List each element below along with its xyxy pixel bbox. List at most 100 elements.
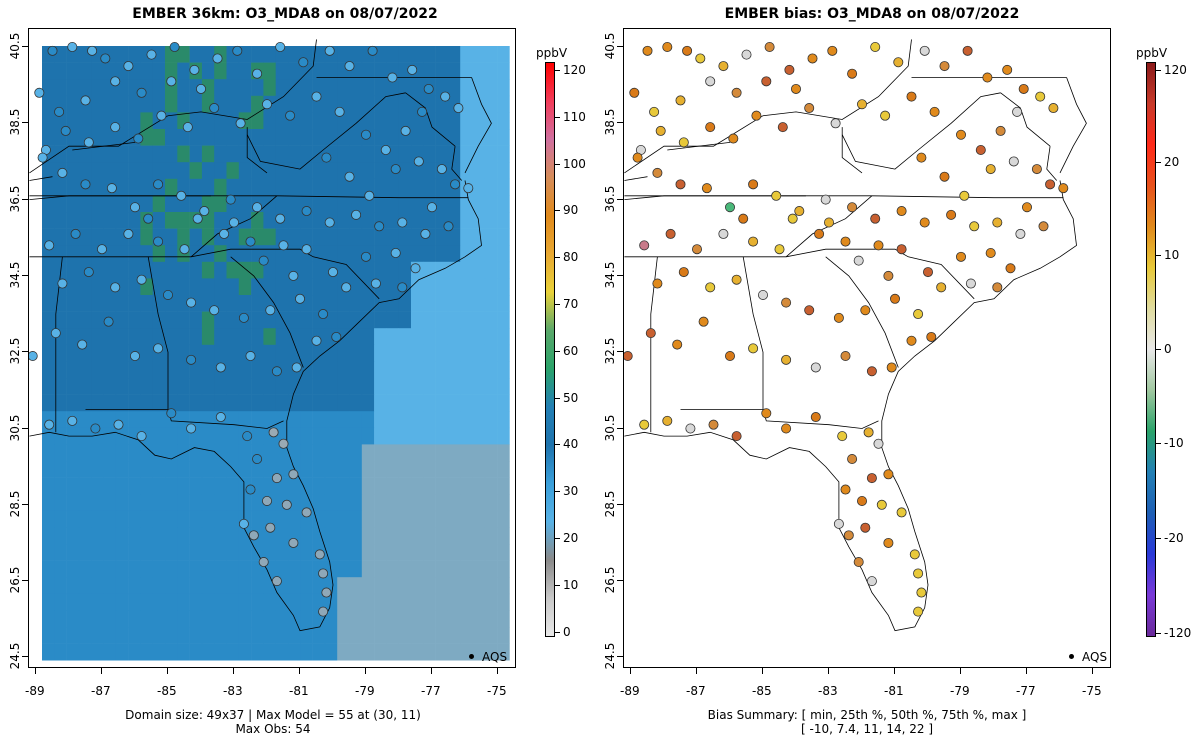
model-grid-cell (349, 560, 363, 578)
model-grid-cell (324, 295, 338, 312)
model-grid-cell (263, 162, 276, 180)
model-grid-cell (251, 112, 264, 130)
model-grid-cell (177, 328, 190, 346)
model-grid-cell (263, 378, 276, 395)
model-grid-cell (460, 212, 473, 229)
right-station-dot (787, 213, 798, 224)
model-grid-cell (91, 62, 104, 80)
model-grid-cell (337, 79, 350, 97)
model-grid-cell (484, 162, 498, 180)
model-grid-cell (484, 593, 498, 611)
model-grid-cell (300, 328, 313, 346)
right-colorbar-tick-label: -10 (1164, 436, 1184, 450)
model-grid-cell (177, 79, 190, 97)
model-grid-cell (115, 510, 129, 528)
model-grid-cell (152, 527, 166, 545)
left-y-tick-mark (22, 351, 28, 353)
model-grid-cell (177, 593, 190, 611)
model-grid-cell (324, 461, 338, 478)
model-grid-cell (152, 444, 166, 462)
model-grid-cell (497, 461, 510, 478)
model-grid-cell (324, 129, 338, 146)
model-grid-cell (128, 95, 141, 113)
model-grid-cell (361, 162, 375, 180)
model-grid-cell (189, 378, 203, 395)
model-grid-cell (78, 361, 92, 379)
model-grid-cell (165, 311, 178, 329)
model-grid-cell (91, 627, 104, 644)
model-grid-cell (497, 344, 510, 362)
right-station-dot (662, 41, 673, 52)
model-grid-cell (201, 577, 215, 595)
model-grid-cell (66, 295, 80, 312)
model-grid-cell (78, 610, 92, 628)
model-grid-cell (42, 261, 55, 279)
left-station-dot (67, 41, 78, 52)
left-station-dot (195, 83, 206, 94)
model-grid-cell (91, 79, 104, 97)
model-grid-cell (42, 477, 55, 495)
model-grid-cell (42, 577, 55, 595)
model-grid-cell (226, 129, 240, 146)
model-grid-cell (288, 560, 301, 578)
right-y-tick-mark (617, 580, 623, 582)
model-grid-cell (386, 560, 399, 578)
left-station-dot (169, 41, 180, 52)
left-state-boundary (405, 92, 456, 147)
right-station-dot (833, 312, 844, 323)
model-grid-cell (78, 527, 92, 545)
model-grid-cell (324, 477, 338, 495)
model-grid-cell (386, 46, 399, 63)
model-grid-cell (361, 79, 375, 97)
right-colorbar-tick-label: 0 (1164, 342, 1172, 356)
model-grid-cell (238, 261, 252, 279)
model-grid-cell (251, 510, 264, 528)
model-grid-cell (460, 527, 473, 545)
model-grid-cell (115, 494, 129, 512)
model-grid-cell (374, 494, 387, 512)
model-grid-cell (324, 494, 338, 512)
model-grid-cell (349, 145, 363, 163)
right-colorbar-tick-mark (1156, 70, 1161, 71)
model-grid-cell (374, 245, 387, 263)
model-grid-cell (484, 228, 498, 246)
right-station-dot (1035, 91, 1046, 102)
model-grid-cell (411, 361, 424, 379)
model-grid-cell (128, 477, 141, 495)
right-station-dot (774, 244, 785, 255)
model-grid-cell (66, 95, 80, 113)
model-grid-cell (361, 627, 375, 644)
model-grid-cell (214, 560, 227, 578)
model-grid-cell (423, 311, 436, 329)
model-grid-cell (226, 261, 240, 279)
model-grid-cell (152, 378, 166, 395)
model-grid-cell (312, 527, 326, 545)
model-grid-cell (165, 129, 178, 146)
model-grid-cell (423, 643, 436, 661)
model-grid-cell (337, 494, 350, 512)
model-grid-cell (337, 593, 350, 611)
model-grid-cell (374, 610, 387, 628)
model-grid-cell (460, 610, 473, 628)
model-grid-cell (165, 178, 178, 196)
model-grid-cell (484, 245, 498, 263)
left-x-tick-mark (497, 668, 498, 674)
model-grid-cell (361, 610, 375, 628)
model-grid-cell (324, 344, 338, 362)
model-grid-cell (411, 112, 424, 130)
left-station-dot (235, 118, 246, 129)
model-grid-cell (374, 643, 387, 661)
model-grid-cell (435, 593, 449, 611)
model-grid-cell (165, 610, 178, 628)
model-grid-cell (349, 178, 363, 196)
model-grid-cell (54, 344, 67, 362)
model-grid-cell (484, 344, 498, 362)
model-grid-cell (201, 510, 215, 528)
left-station-dot (34, 87, 45, 98)
model-grid-cell (411, 79, 424, 97)
model-grid-cell (214, 212, 227, 229)
left-station-dot (294, 293, 305, 304)
model-grid-cell (165, 593, 178, 611)
model-grid-cell (128, 112, 141, 130)
model-grid-cell (300, 145, 313, 163)
